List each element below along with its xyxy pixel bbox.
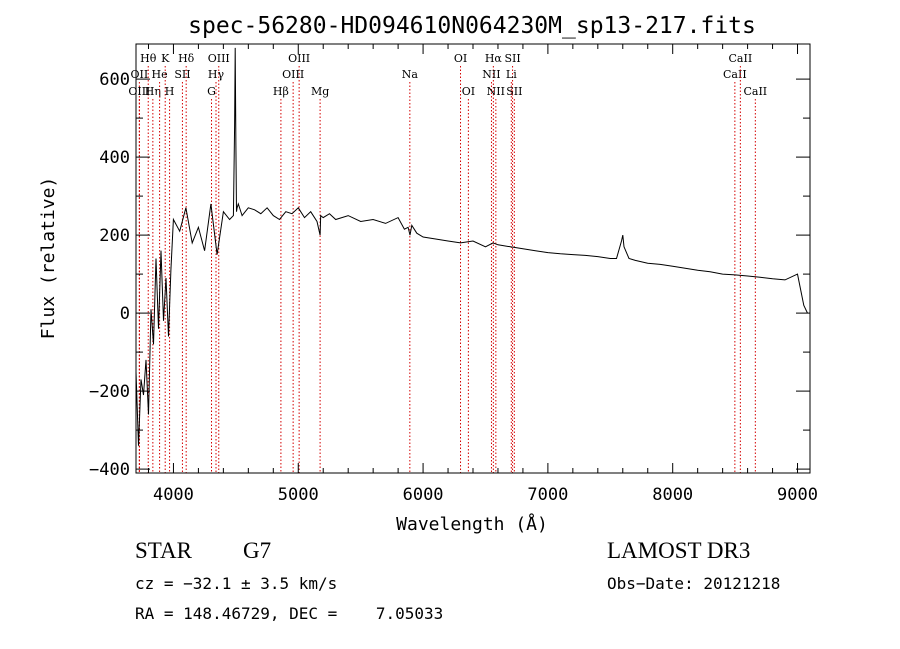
spectral-line-label: CaII (743, 85, 767, 98)
x-axis: 4000 5000 6000 7000 8000 9000 (147, 44, 818, 505)
spectral-line-label: SII (506, 85, 522, 98)
object-class: STAR (135, 538, 192, 563)
spectral-line-label: H (165, 85, 175, 98)
spectral-line-label: Hη (145, 85, 161, 98)
y-tick-label: 200 (99, 226, 130, 246)
spectral-line-label: G (207, 85, 216, 98)
plot-frame (135, 43, 811, 474)
x-tick-label: 4000 (153, 485, 194, 505)
spectral-line-label: NII (482, 68, 500, 81)
spectral-line-label: Hγ (208, 68, 225, 81)
x-tick-label: 6000 (403, 485, 444, 505)
y-tick-label: −200 (89, 382, 130, 402)
spectral-line-label: OII (131, 68, 149, 81)
spectrum-line (135, 47, 808, 446)
spectral-line-label: SII (174, 68, 190, 81)
spectral-line-label: NII (487, 85, 505, 98)
x-tick-label: 7000 (527, 485, 568, 505)
sky-coordinates: RA = 148.46729, DEC = 7.05033 (135, 604, 444, 623)
spectral-line-label: OIII (208, 52, 230, 65)
spectral-line-label: Hθ (140, 52, 157, 65)
spectral-line-label: OIII (288, 52, 310, 65)
spectral-line-label: CaII (723, 68, 747, 81)
y-axis: −400 −200 0 200 400 600 (89, 70, 810, 480)
spectral-line-label: OIII (128, 85, 150, 98)
spectral-line-label: Li (506, 68, 517, 81)
spectral-line-label: CaII (729, 52, 753, 65)
spectral-line-label: He (152, 68, 168, 81)
y-axis-label: Flux (relative) (38, 177, 59, 340)
redshift-velocity: cz = −32.1 ± 3.5 km/s (135, 574, 338, 593)
x-tick-label: 5000 (278, 485, 319, 505)
spectral-line-label: Hδ (178, 52, 195, 65)
spectral-line-label: OIII (282, 68, 304, 81)
spectral-line-label: Hα (485, 52, 503, 65)
y-tick-label: −400 (89, 460, 130, 480)
spectral-line-label: SII (504, 52, 520, 65)
spectral-line-label: Hβ (273, 85, 289, 98)
x-tick-label: 8000 (652, 485, 693, 505)
spectral-line-label: K (161, 52, 170, 65)
spectral-line-label: Na (402, 68, 419, 81)
survey-name: LAMOST DR3 (607, 538, 751, 563)
y-tick-label: 600 (99, 70, 130, 90)
spectral-line-label: OI (454, 52, 467, 65)
spectrum-series (135, 47, 808, 446)
chart-title: spec-56280-HD094610N064230M_sp13-217.fit… (188, 13, 756, 39)
observation-date: Obs−Date: 20121218 (607, 574, 781, 593)
y-tick-label: 400 (99, 148, 130, 168)
x-tick-label: 9000 (777, 485, 818, 505)
y-tick-label: 0 (120, 304, 130, 324)
spectral-line-label: OI (462, 85, 475, 98)
spectral-line-label: Mg (311, 85, 329, 98)
object-subclass: G7 (243, 538, 272, 563)
x-axis-label: Wavelength (Å) (396, 513, 548, 535)
